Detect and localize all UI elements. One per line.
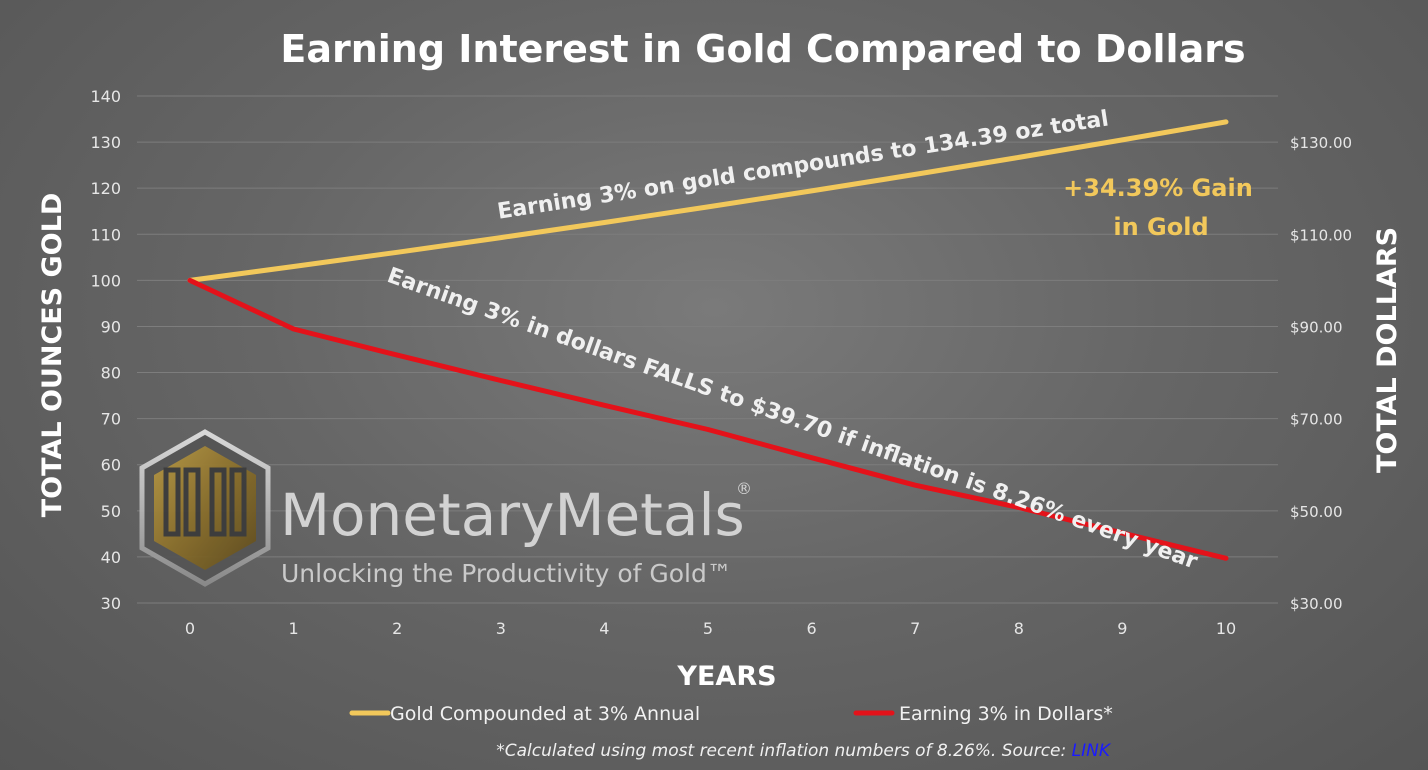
x-tick-label: 0 — [185, 619, 195, 638]
footnote-text: *Calculated using most recent inflation … — [496, 741, 1071, 761]
x-tick-label: 4 — [599, 619, 609, 638]
y-tick-label: 40 — [101, 548, 121, 567]
y-tick-label: 60 — [101, 456, 121, 475]
legend: Gold Compounded at 3% Annual Earning 3% … — [352, 703, 1113, 725]
y2-tick-label: $90.00 — [1290, 318, 1343, 336]
gold-line-annotation: Earning 3% on gold compounds to 134.39 o… — [496, 106, 1111, 224]
y-axis-title: TOTAL OUNCES GOLD — [37, 193, 68, 518]
x-axis-title: YEARS — [676, 661, 776, 692]
y-tick-label: 80 — [101, 364, 121, 383]
x-tick-label: 3 — [496, 619, 506, 638]
y-tick-label: 110 — [90, 225, 121, 244]
logo-wordmark: MonetaryMetals — [280, 481, 745, 549]
y-tick-label: 50 — [101, 502, 121, 521]
logo-word-monetary: Monetary — [280, 481, 554, 549]
gain-annotation-line1: +34.39% Gain — [1063, 174, 1253, 202]
y2-tick-label: $70.00 — [1290, 411, 1343, 429]
gain-annotation-line2: in Gold — [1113, 213, 1208, 241]
y-tick-label: 90 — [101, 317, 121, 336]
logo-word-metals: Metals — [554, 481, 744, 549]
y2-tick-label: $30.00 — [1290, 595, 1343, 613]
y-tick-label: 70 — [101, 410, 121, 429]
y-tick-label: 100 — [90, 271, 121, 290]
x-tick-label: 10 — [1216, 619, 1236, 638]
x-tick-label: 2 — [392, 619, 402, 638]
y2-tick-label: $110.00 — [1290, 226, 1352, 244]
y-tick-label: 120 — [90, 179, 121, 198]
x-axis-ticks: 0 1 2 3 4 5 6 7 8 9 10 — [185, 619, 1236, 638]
x-tick-label: 7 — [910, 619, 920, 638]
x-tick-label: 6 — [807, 619, 817, 638]
legend-label-dollars: Earning 3% in Dollars* — [899, 703, 1113, 725]
footnote: *Calculated using most recent inflation … — [496, 741, 1112, 761]
x-tick-label: 1 — [289, 619, 299, 638]
x-tick-label: 8 — [1014, 619, 1024, 638]
y-axis-ticks: 140 130 120 110 100 90 80 70 60 50 40 30 — [90, 87, 121, 613]
x-tick-label: 9 — [1117, 619, 1127, 638]
y-tick-label: 30 — [101, 594, 121, 613]
monetary-metals-logo: MonetaryMetals ® Unlocking the Productiv… — [142, 432, 752, 588]
y-tick-label: 140 — [90, 87, 121, 106]
legend-label-gold: Gold Compounded at 3% Annual — [390, 703, 700, 725]
y-tick-label: 130 — [90, 133, 121, 152]
y2-axis-title: TOTAL DOLLARS — [1372, 227, 1403, 473]
y2-tick-label: $130.00 — [1290, 134, 1352, 152]
logo-registered: ® — [736, 479, 752, 498]
y2-axis-ticks: $130.00 $110.00 $90.00 $70.00 $50.00 $30.00 — [1290, 134, 1352, 613]
chart-title: Earning Interest in Gold Compared to Dol… — [280, 27, 1245, 71]
y2-tick-label: $50.00 — [1290, 503, 1343, 521]
x-tick-label: 5 — [703, 619, 713, 638]
source-link[interactable]: LINK — [1072, 741, 1112, 761]
logo-tagline: Unlocking the Productivity of Gold™ — [281, 559, 732, 588]
